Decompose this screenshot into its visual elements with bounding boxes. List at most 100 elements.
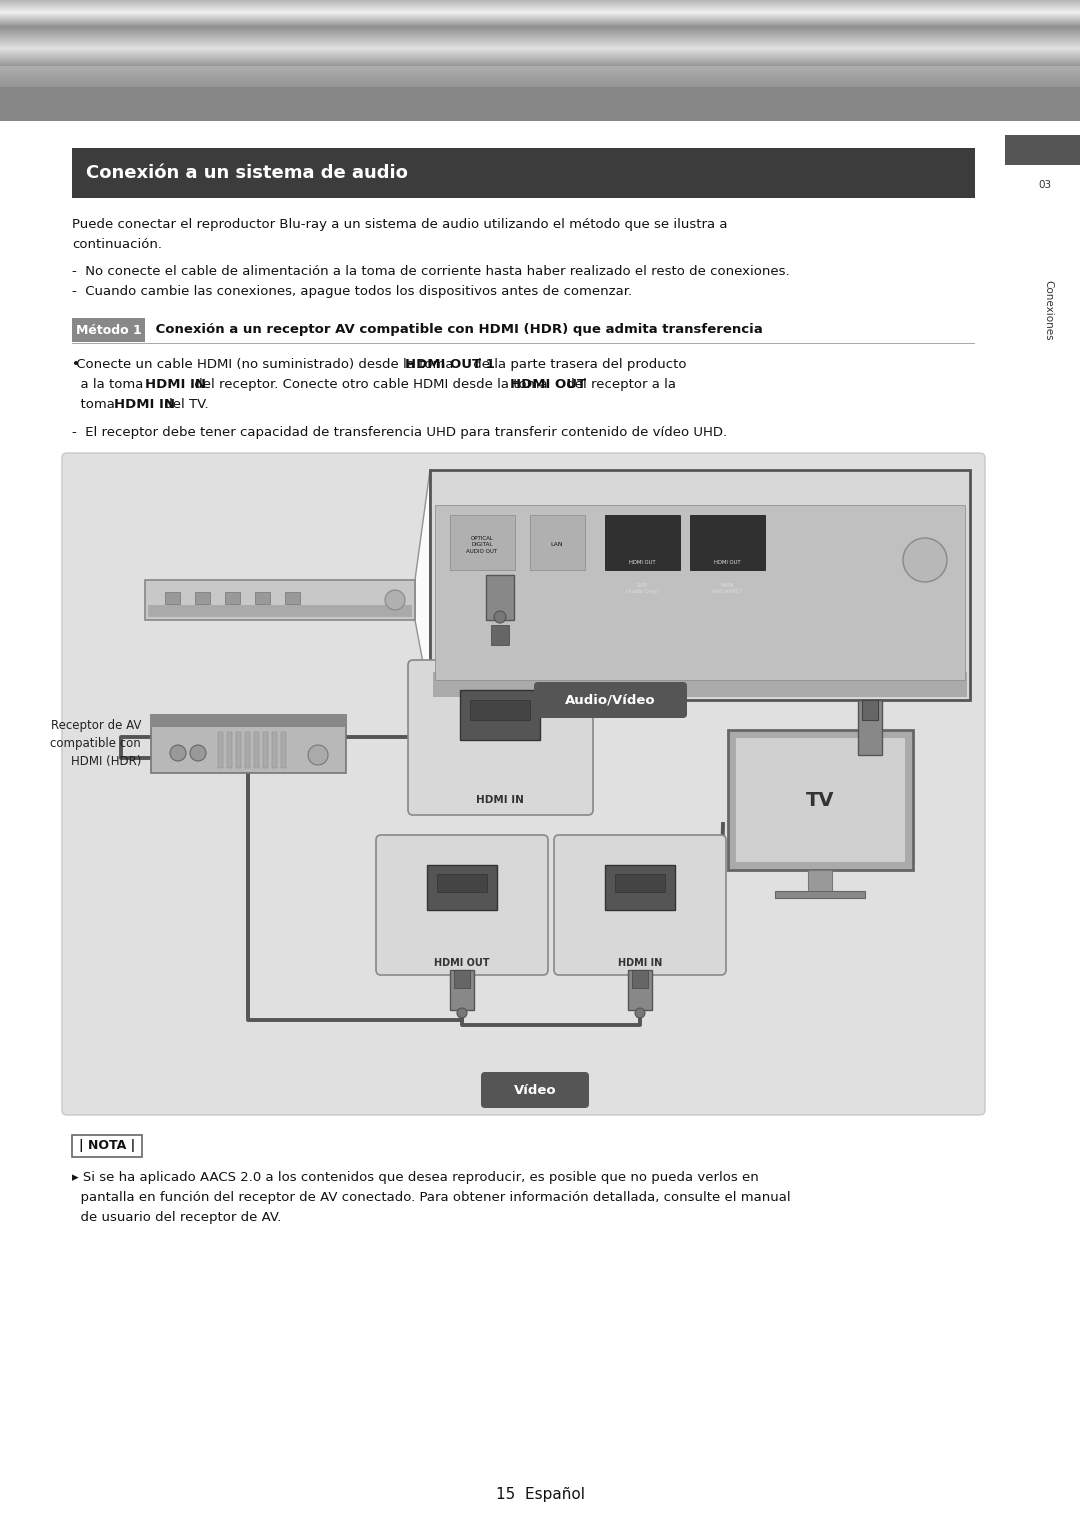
- Bar: [151, 715, 346, 728]
- Bar: [0, 104, 1080, 107]
- Bar: [1005, 135, 1080, 165]
- Bar: [0, 112, 1080, 113]
- Text: Conexión a un sistema de audio: Conexión a un sistema de audio: [86, 164, 408, 182]
- Bar: [0, 86, 1080, 89]
- Circle shape: [170, 745, 186, 761]
- Bar: [0, 11, 1080, 12]
- Text: -  No conecte el cable de alimentación a la toma de corriente hasta haber realiz: - No conecte el cable de alimentación a …: [72, 265, 789, 277]
- Circle shape: [190, 745, 206, 761]
- Bar: [0, 9, 1080, 11]
- Bar: [0, 34, 1080, 35]
- Bar: [0, 29, 1080, 31]
- Text: HDMI OUT: HDMI OUT: [511, 378, 586, 391]
- Text: del receptor. Conecte otro cable HDMI desde la toma: del receptor. Conecte otro cable HDMI de…: [190, 378, 552, 391]
- Bar: [0, 80, 1080, 81]
- Bar: [0, 72, 1080, 75]
- Bar: [0, 107, 1080, 109]
- Bar: [460, 689, 540, 740]
- Bar: [218, 732, 222, 768]
- Text: Audio/Vídeo: Audio/Vídeo: [565, 694, 656, 706]
- Bar: [0, 104, 1080, 106]
- Bar: [0, 8, 1080, 9]
- Bar: [0, 98, 1080, 100]
- Bar: [0, 32, 1080, 35]
- Bar: [858, 700, 882, 755]
- Circle shape: [457, 1008, 467, 1017]
- Bar: [0, 17, 1080, 20]
- Bar: [0, 61, 1080, 63]
- Bar: [430, 470, 970, 700]
- Bar: [0, 40, 1080, 43]
- Bar: [627, 970, 652, 1010]
- Text: de usuario del receptor de AV.: de usuario del receptor de AV.: [72, 1210, 282, 1224]
- Bar: [0, 12, 1080, 14]
- Bar: [72, 319, 145, 342]
- Text: -  Cuando cambie las conexiones, apague todos los dispositivos antes de comenzar: - Cuando cambie las conexiones, apague t…: [72, 285, 632, 299]
- Text: HDMI IN: HDMI IN: [618, 958, 662, 968]
- Bar: [72, 1135, 141, 1157]
- Text: 15  Español: 15 Español: [496, 1488, 584, 1503]
- Bar: [0, 49, 1080, 51]
- Bar: [281, 732, 286, 768]
- Bar: [775, 892, 865, 898]
- Text: HDMI IN: HDMI IN: [476, 795, 524, 804]
- Bar: [437, 873, 487, 892]
- Bar: [0, 21, 1080, 23]
- Bar: [0, 26, 1080, 28]
- Bar: [0, 74, 1080, 75]
- FancyBboxPatch shape: [408, 660, 593, 815]
- Bar: [0, 77, 1080, 78]
- Bar: [0, 0, 1080, 3]
- Text: LAN: LAN: [551, 542, 564, 547]
- Bar: [0, 52, 1080, 54]
- Bar: [0, 14, 1080, 17]
- Bar: [605, 866, 675, 910]
- Bar: [615, 873, 665, 892]
- Bar: [0, 103, 1080, 104]
- Bar: [454, 970, 470, 988]
- Bar: [728, 731, 913, 870]
- Bar: [0, 23, 1080, 26]
- Text: 03: 03: [1039, 179, 1052, 190]
- Bar: [0, 75, 1080, 77]
- Bar: [145, 581, 415, 620]
- Bar: [486, 574, 514, 620]
- Text: de la parte trasera del producto: de la parte trasera del producto: [469, 358, 687, 371]
- Text: OPTICAL
DIGITAL
AUDIO OUT: OPTICAL DIGITAL AUDIO OUT: [467, 536, 498, 553]
- Bar: [0, 66, 1080, 69]
- Bar: [735, 738, 905, 863]
- Circle shape: [903, 538, 947, 582]
- Bar: [0, 70, 1080, 72]
- Text: del TV.: del TV.: [160, 398, 208, 411]
- Bar: [0, 3, 1080, 5]
- Text: Conexión a un receptor AV compatible con HDMI (HDR) que admita transferencia: Conexión a un receptor AV compatible con…: [151, 323, 762, 337]
- Bar: [0, 49, 1080, 52]
- Bar: [0, 41, 1080, 43]
- Bar: [0, 6, 1080, 8]
- Bar: [470, 700, 530, 720]
- Text: HDMI OUT: HDMI OUT: [629, 561, 656, 565]
- Bar: [862, 700, 878, 720]
- Bar: [0, 92, 1080, 93]
- Bar: [0, 55, 1080, 57]
- Bar: [0, 20, 1080, 23]
- Bar: [0, 35, 1080, 37]
- Bar: [0, 109, 1080, 110]
- Text: HDMI OUT: HDMI OUT: [714, 561, 740, 565]
- Bar: [165, 591, 180, 604]
- Bar: [0, 109, 1080, 112]
- Bar: [0, 110, 1080, 112]
- Bar: [0, 12, 1080, 14]
- Bar: [0, 100, 1080, 101]
- Bar: [0, 37, 1080, 38]
- Text: HDMI OUT: HDMI OUT: [434, 958, 489, 968]
- Bar: [255, 591, 270, 604]
- Bar: [0, 63, 1080, 64]
- Bar: [0, 5, 1080, 6]
- Text: SUB
(Audio Only): SUB (Audio Only): [625, 584, 659, 594]
- Bar: [491, 625, 509, 645]
- Bar: [0, 95, 1080, 98]
- Bar: [0, 38, 1080, 40]
- Text: | NOTA |: | NOTA |: [79, 1140, 135, 1152]
- Bar: [0, 32, 1080, 34]
